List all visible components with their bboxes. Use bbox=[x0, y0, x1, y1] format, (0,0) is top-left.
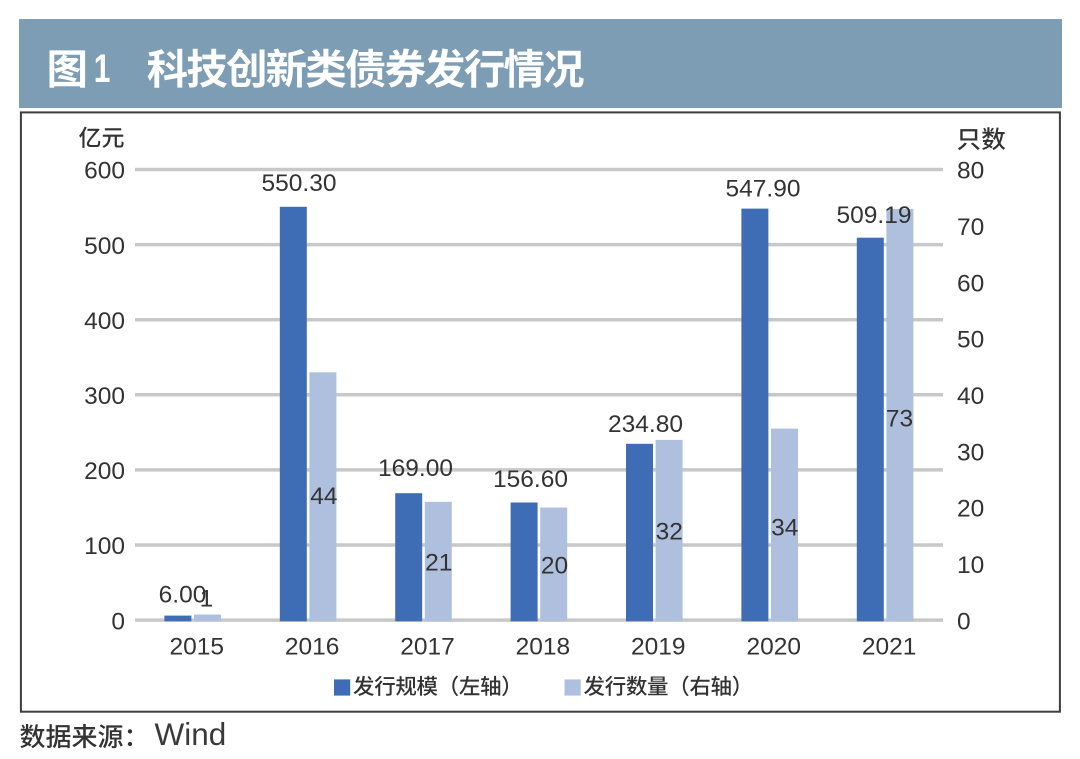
svg-text:73: 73 bbox=[886, 406, 913, 433]
svg-text:30: 30 bbox=[957, 439, 984, 466]
svg-text:500: 500 bbox=[84, 233, 125, 260]
svg-text:2019: 2019 bbox=[631, 634, 686, 661]
svg-text:50: 50 bbox=[957, 327, 984, 354]
svg-text:Wind: Wind bbox=[155, 716, 227, 752]
svg-text:2015: 2015 bbox=[169, 634, 224, 661]
svg-text:10: 10 bbox=[957, 552, 984, 579]
svg-text:2018: 2018 bbox=[516, 634, 571, 661]
svg-text:550.30: 550.30 bbox=[262, 170, 337, 197]
svg-text:2021: 2021 bbox=[862, 634, 917, 661]
svg-text:234.80: 234.80 bbox=[608, 411, 683, 438]
svg-text:0: 0 bbox=[957, 608, 971, 635]
svg-text:20: 20 bbox=[957, 496, 984, 523]
svg-text:2020: 2020 bbox=[746, 634, 801, 661]
svg-text:2016: 2016 bbox=[285, 634, 340, 661]
svg-text:32: 32 bbox=[656, 518, 683, 545]
svg-text:44: 44 bbox=[310, 483, 337, 510]
svg-text:80: 80 bbox=[957, 158, 984, 185]
svg-text:400: 400 bbox=[84, 308, 125, 335]
svg-text:100: 100 bbox=[84, 533, 125, 560]
svg-text:0: 0 bbox=[111, 608, 125, 635]
svg-text:1: 1 bbox=[200, 586, 214, 613]
svg-text:6.00: 6.00 bbox=[159, 582, 207, 609]
svg-text:21: 21 bbox=[425, 549, 452, 576]
svg-text:1: 1 bbox=[94, 47, 111, 91]
svg-text:2017: 2017 bbox=[400, 634, 455, 661]
svg-text:40: 40 bbox=[957, 383, 984, 410]
svg-text:509.19: 509.19 bbox=[837, 202, 912, 229]
svg-text:70: 70 bbox=[957, 214, 984, 241]
svg-text:156.60: 156.60 bbox=[493, 466, 568, 493]
svg-text:169.00: 169.00 bbox=[378, 455, 453, 482]
svg-text:300: 300 bbox=[84, 383, 125, 410]
svg-text:34: 34 bbox=[771, 515, 798, 542]
svg-text:600: 600 bbox=[84, 158, 125, 185]
svg-text:200: 200 bbox=[84, 458, 125, 485]
svg-text:547.90: 547.90 bbox=[726, 176, 801, 203]
svg-text:60: 60 bbox=[957, 270, 984, 297]
svg-text:20: 20 bbox=[541, 553, 568, 580]
